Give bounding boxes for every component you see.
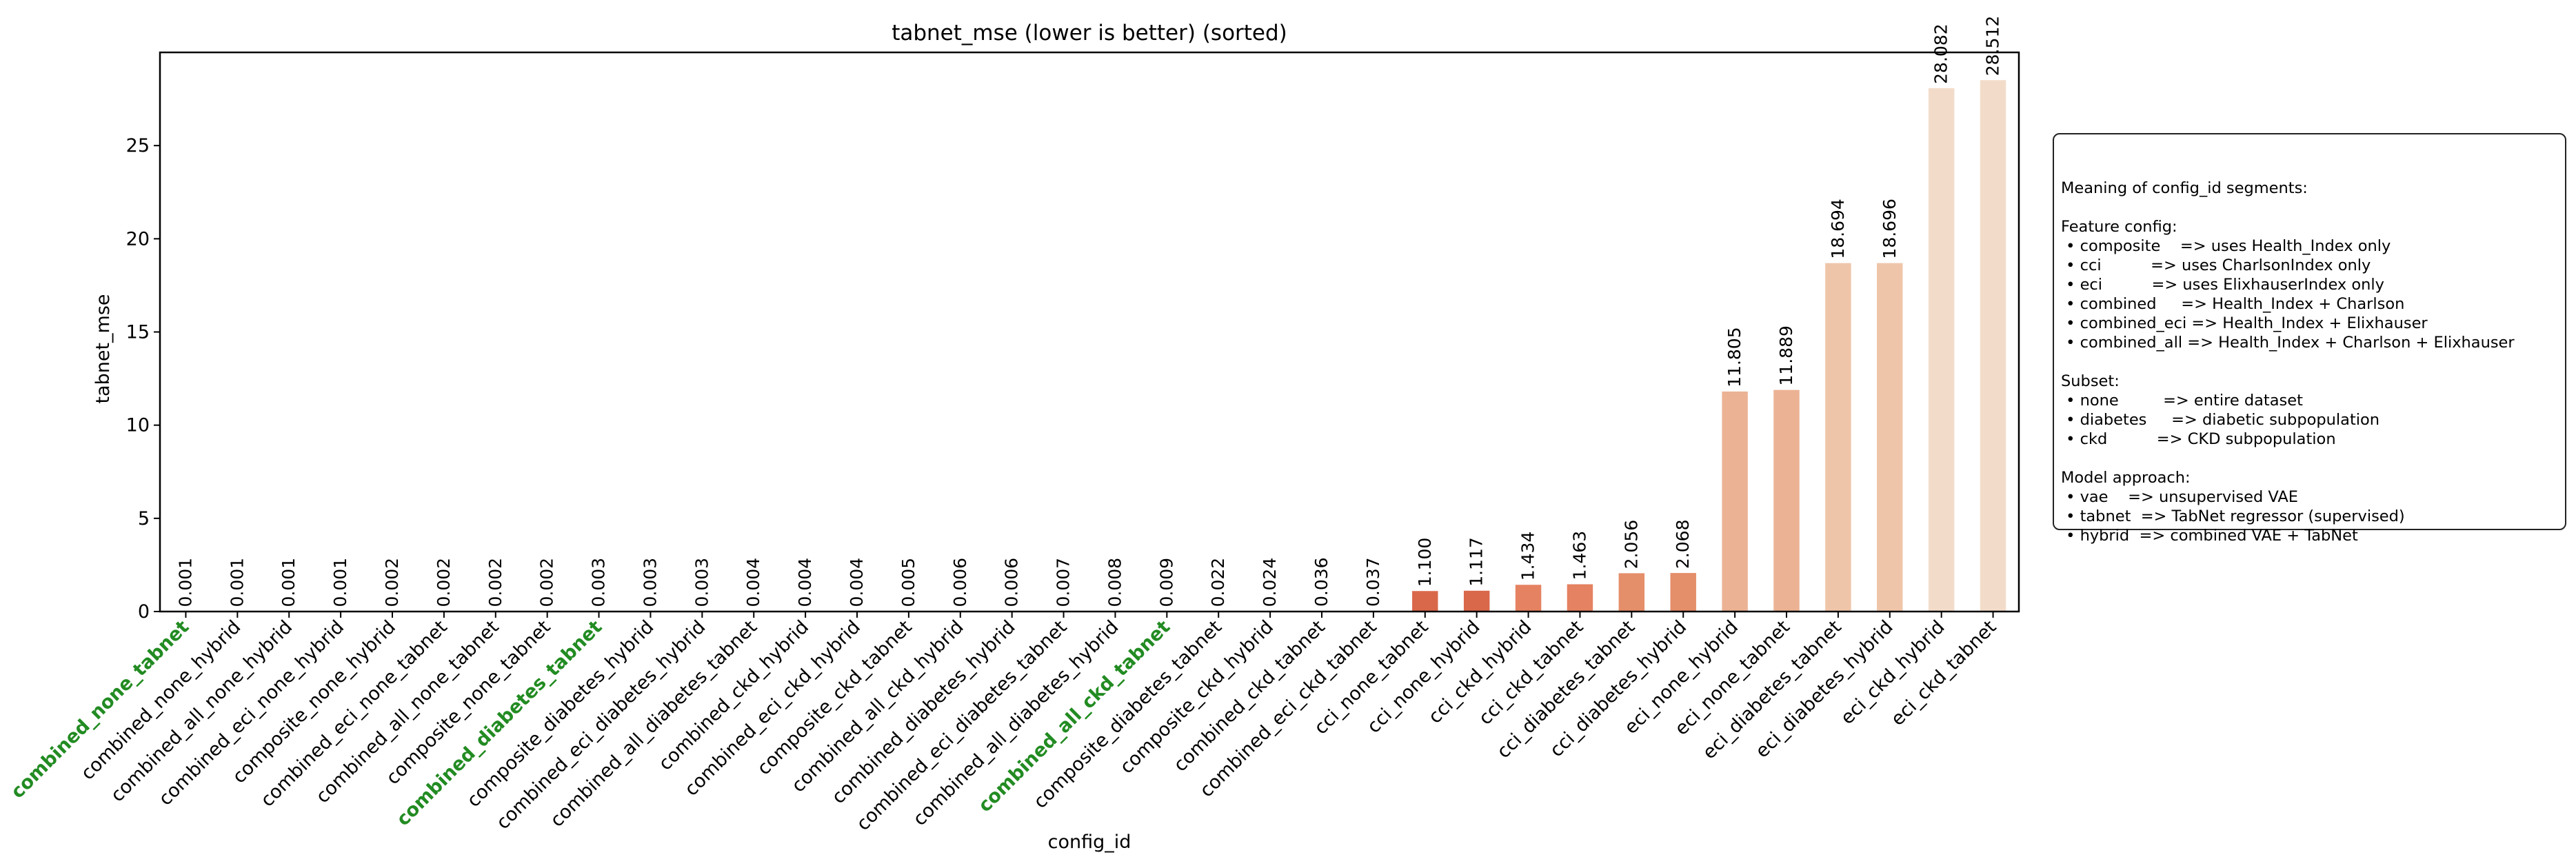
bar-value-label: 0.004 <box>795 558 815 607</box>
y-tick-label: 5 <box>138 508 150 529</box>
legend-line: • cci => uses CharlsonIndex only <box>2061 256 2371 274</box>
bar <box>1980 80 2006 612</box>
x-axis-label: config_id <box>1048 831 1131 853</box>
y-tick-label: 15 <box>126 322 150 343</box>
chart-title: tabnet_mse (lower is better) (sorted) <box>892 21 1287 46</box>
bar <box>1877 263 1903 612</box>
bar-value-label: 0.004 <box>743 558 763 607</box>
legend-line: • hybrid => combined VAE + TabNet <box>2061 527 2358 545</box>
bar-value-label: 0.003 <box>640 558 660 607</box>
bar-value-label: 11.889 <box>1776 325 1796 385</box>
bar-value-label: 0.037 <box>1363 557 1383 607</box>
axes-frame <box>159 51 2020 613</box>
y-tick-label: 25 <box>126 135 150 157</box>
y-tick-label: 20 <box>126 228 150 250</box>
bar-value-label: 0.007 <box>1054 558 1074 607</box>
bar-value-label: 0.008 <box>1105 558 1125 607</box>
bar-value-label: 18.694 <box>1828 199 1848 259</box>
bar-value-label: 11.805 <box>1724 327 1744 387</box>
bar-value-label: 0.006 <box>950 558 970 607</box>
bar <box>1722 391 1748 612</box>
bar <box>1463 590 1490 612</box>
bar-value-label: 0.002 <box>485 558 505 607</box>
bar <box>1618 573 1645 612</box>
bar-value-label: 0.004 <box>847 558 867 607</box>
bar-value-label: 0.003 <box>692 558 712 607</box>
bar-value-label: 0.002 <box>537 558 557 607</box>
bar <box>1412 591 1438 612</box>
x-tick-label: composite_diabetes_hybrid <box>463 616 658 811</box>
legend-line: • combined_eci => Health_Index + Elixhau… <box>2061 314 2428 332</box>
bar <box>1515 585 1542 612</box>
legend-line <box>2061 198 2565 217</box>
bar-value-label: 0.002 <box>434 558 454 607</box>
bar-value-label: 0.036 <box>1311 557 1331 607</box>
x-tick-label: combined_eci_none_tabnet <box>256 616 452 811</box>
legend-line <box>2061 449 2565 468</box>
bar-value-label: 0.006 <box>1002 558 1022 607</box>
x-tick-label: composite_diabetes_tabnet <box>1029 616 1226 813</box>
legend-line: Meaning of config_id segments: <box>2061 179 2308 197</box>
bar-value-label: 0.002 <box>382 558 402 607</box>
y-axis-label: tabnet_mse <box>92 294 114 403</box>
legend-box: Meaning of config_id segments: Feature c… <box>2053 133 2566 545</box>
bar-value-label: 0.001 <box>227 558 247 607</box>
bar-value-label: 0.005 <box>898 558 918 607</box>
legend-line: • vae => unsupervised VAE <box>2061 488 2298 506</box>
bar <box>1825 263 1851 612</box>
bar-value-label: 0.001 <box>175 558 195 607</box>
legend-line: Feature config: <box>2061 218 2177 236</box>
bar-value-label: 1.463 <box>1569 531 1589 581</box>
bar <box>1670 573 1696 612</box>
bar-value-label: 18.696 <box>1880 199 1900 259</box>
legend-line: • composite => uses Health_Index only <box>2061 237 2391 255</box>
bar-value-label: 0.001 <box>279 558 299 607</box>
x-tick-label: combined_eci_none_hybrid <box>154 616 348 810</box>
bar-value-label: 28.512 <box>1983 16 2003 76</box>
legend-line: • ckd => CKD subpopulation <box>2061 430 2336 448</box>
bar-value-label: 0.022 <box>1208 558 1228 607</box>
bar-value-label: 2.068 <box>1673 520 1693 569</box>
legend-line: • combined => Health_Index + Charlson <box>2061 295 2405 313</box>
legend-line: • eci => uses ElixhauserIndex only <box>2061 276 2384 294</box>
bar-value-label: 2.056 <box>1621 520 1641 569</box>
legend-text: Meaning of config_id segments: Feature c… <box>2061 179 2565 545</box>
legend-line: • tabnet => TabNet regressor (supervised… <box>2061 507 2405 525</box>
bar-value-label: 0.001 <box>330 558 350 607</box>
bar-value-label: 0.009 <box>1156 558 1176 607</box>
bar-value-label: 0.003 <box>589 558 609 607</box>
legend-line: Subset: <box>2061 372 2120 390</box>
bar-value-label: 28.082 <box>1931 23 1951 83</box>
y-tick-label: 10 <box>126 415 150 436</box>
legend-line: Model approach: <box>2061 469 2191 487</box>
bar-value-label: 1.117 <box>1467 537 1487 587</box>
bar <box>1567 584 1593 612</box>
bar <box>1773 390 1800 612</box>
legend-line <box>2061 352 2565 372</box>
plot-area: 05101520250.001combined_none_tabnet0.001… <box>7 16 2020 835</box>
y-tick-label: 0 <box>138 601 150 623</box>
legend-line: • none => entire dataset <box>2061 392 2303 410</box>
bar <box>1928 88 1955 612</box>
bar-value-label: 0.024 <box>1260 558 1280 607</box>
bar-value-label: 1.100 <box>1415 538 1435 587</box>
legend-line: • diabetes => diabetic subpopulation <box>2061 411 2380 429</box>
bar-value-label: 1.434 <box>1518 532 1538 581</box>
legend-line: • combined_all => Health_Index + Charlso… <box>2061 334 2515 352</box>
